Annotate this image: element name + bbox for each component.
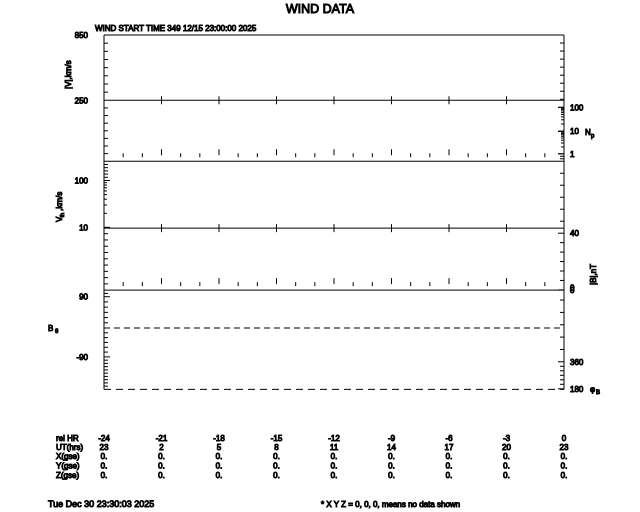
svg-text:-3: -3 [503,434,511,443]
svg-text:10: 10 [570,127,579,136]
svg-text:0.: 0. [446,452,453,461]
svg-text:180: 180 [570,385,584,394]
svg-text:0.: 0. [216,471,223,480]
svg-text:0.: 0. [388,471,395,480]
svg-text:0.: 0. [158,462,165,471]
svg-text:0.: 0. [331,462,338,471]
svg-text:0.: 0. [158,471,165,480]
svg-text:-24: -24 [98,434,110,443]
svg-text:-15: -15 [271,434,283,443]
svg-text:WIND DATA: WIND DATA [286,2,355,16]
svg-text:,km/s: ,km/s [55,192,64,211]
svg-text:0: 0 [562,434,567,443]
svg-text:UT(hrs): UT(hrs) [56,443,83,452]
svg-text:0.: 0. [158,452,165,461]
svg-text:0.: 0. [331,471,338,480]
svg-text:40: 40 [570,229,579,238]
svg-text:0.: 0. [561,471,568,480]
svg-text:Y(gse): Y(gse) [56,462,80,471]
svg-text:100: 100 [75,177,89,186]
svg-text:17: 17 [445,443,454,452]
svg-text:0.: 0. [388,462,395,471]
svg-text:0.: 0. [273,462,280,471]
svg-text:0.: 0. [503,471,510,480]
svg-text:850: 850 [75,31,89,40]
svg-text:-6: -6 [445,434,453,443]
svg-text:|V|,km/s: |V|,km/s [64,60,73,89]
svg-text:360: 360 [570,358,584,367]
svg-text:* X Y Z = 0, 0, 0, means no da: * X Y Z = 0, 0, 0, means no data shown [321,500,460,509]
svg-text:23: 23 [100,443,109,452]
svg-text:0.: 0. [101,462,108,471]
svg-text:0.: 0. [331,452,338,461]
svg-text:10: 10 [79,223,88,232]
svg-text:WIND START TIME 349 12/15 23:: WIND START TIME 349 12/15 23:00:00 2025 [95,24,257,33]
svg-text:0.: 0. [503,462,510,471]
svg-text:14: 14 [387,443,396,452]
svg-text:0.: 0. [561,462,568,471]
svg-text:1: 1 [570,150,575,159]
svg-text:90: 90 [79,293,88,302]
svg-text:0.: 0. [273,452,280,461]
svg-text:-18: -18 [213,434,225,443]
svg-text:0.: 0. [216,452,223,461]
svg-text:0.: 0. [561,452,568,461]
svg-text:11: 11 [330,443,339,452]
svg-text:2: 2 [159,443,164,452]
svg-text:0.: 0. [446,462,453,471]
svg-text:0.: 0. [216,462,223,471]
svg-text:rel HR: rel HR [56,434,79,443]
svg-text:Tue Dec 30 23:30:03 2025: Tue Dec 30 23:30:03 2025 [48,499,154,509]
svg-text:0.: 0. [503,452,510,461]
svg-text:φ: φ [590,385,595,394]
svg-text:th: th [60,213,66,218]
svg-text:0: 0 [570,284,575,293]
svg-text:-90: -90 [76,353,88,362]
svg-text:θ: θ [55,329,59,335]
svg-text:0.: 0. [446,471,453,480]
svg-text:0.: 0. [101,452,108,461]
svg-text:Z(gse): Z(gse) [56,471,79,480]
svg-text:0.: 0. [388,452,395,461]
svg-text:250: 250 [75,96,89,105]
svg-text:p: p [591,134,595,140]
svg-text:|B|,nT: |B|,nT [589,264,598,285]
svg-text:-12: -12 [328,434,340,443]
svg-text:B: B [596,390,600,396]
svg-text:X(gse): X(gse) [56,452,80,461]
svg-text:B: B [48,324,53,333]
svg-text:100: 100 [570,103,584,112]
svg-text:0.: 0. [273,471,280,480]
svg-text:23: 23 [560,443,569,452]
svg-text:-9: -9 [388,434,396,443]
svg-text:-21: -21 [156,434,168,443]
svg-text:8: 8 [274,443,279,452]
svg-text:0.: 0. [101,471,108,480]
svg-text:20: 20 [502,443,511,452]
svg-text:5: 5 [217,443,222,452]
